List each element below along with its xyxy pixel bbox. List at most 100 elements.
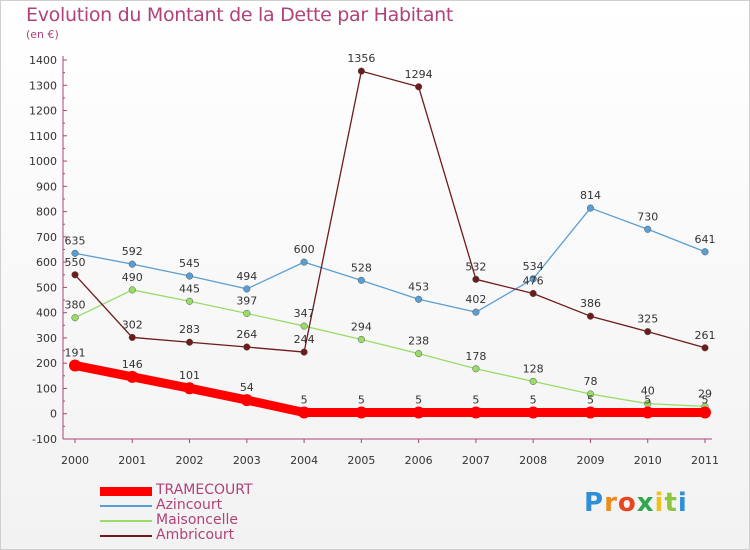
x-tick-label: 2008: [519, 454, 547, 467]
x-tick-label: 2006: [405, 454, 433, 467]
data-label: 635: [65, 234, 86, 247]
data-label: 146: [122, 358, 143, 371]
data-point: [243, 343, 251, 351]
y-tick-label: 800: [36, 206, 57, 219]
data-label: 5: [472, 393, 479, 406]
data-label: 476: [523, 274, 544, 287]
data-label: 238: [408, 335, 429, 348]
data-label: 5: [358, 393, 365, 406]
series-line-ambricourt: [74, 70, 706, 353]
data-label: 283: [179, 323, 200, 336]
data-point: [469, 406, 482, 419]
series-line-maisoncelle: [74, 289, 706, 408]
y-tick-label: 100: [36, 382, 57, 395]
y-tick-label: 1100: [29, 130, 57, 143]
legend-swatch: [100, 505, 152, 507]
data-label: 1356: [347, 52, 375, 65]
data-point: [586, 390, 595, 398]
logo-letter: i: [677, 488, 688, 518]
legend-item-tramecourt: TRAMECOURT: [100, 482, 360, 499]
data-label: 534: [523, 260, 544, 273]
data-point: [527, 406, 540, 419]
data-label: 600: [294, 243, 315, 256]
data-point: [472, 308, 480, 316]
data-point: [472, 365, 480, 373]
data-point: [128, 333, 136, 341]
y-tick-label: 1000: [29, 155, 57, 168]
data-point: [183, 382, 196, 395]
data-point: [644, 225, 652, 233]
data-label: 445: [179, 282, 200, 295]
data-point: [71, 314, 79, 322]
data-label: 490: [122, 271, 143, 284]
data-point: [126, 370, 139, 383]
legend-item-azincourt: Azincourt: [100, 497, 360, 514]
chart-unit: (en €): [26, 28, 59, 41]
data-label: 178: [465, 350, 486, 363]
legend-swatch: [100, 535, 152, 537]
data-label: 5: [587, 393, 594, 406]
x-tick-label: 2011: [691, 454, 719, 467]
chart-title: Evolution du Montant de la Dette par Hab…: [26, 4, 454, 26]
data-label: 380: [65, 299, 86, 312]
data-label: 730: [637, 210, 658, 223]
y-tick-label: 1400: [29, 54, 57, 67]
data-point: [701, 344, 709, 352]
data-label: 550: [65, 256, 86, 269]
data-point: [641, 406, 654, 419]
legend: TRAMECOURT Azincourt Maisoncelle Ambrico…: [100, 482, 360, 544]
legend-label: TRAMECOURT: [156, 482, 253, 498]
series-line-tramecourt: [70, 360, 710, 417]
data-label: 40: [641, 385, 655, 398]
data-point: [128, 286, 136, 294]
y-tick-label: 500: [36, 281, 57, 294]
data-label: 294: [351, 320, 372, 333]
y-tick-label: -100: [32, 433, 57, 446]
data-label: 5: [415, 393, 422, 406]
x-tick-label: 2001: [118, 454, 146, 467]
data-point: [699, 406, 711, 419]
data-point: [69, 359, 81, 372]
y-tick-label: 600: [36, 256, 57, 269]
data-point: [185, 338, 194, 346]
data-label: 244: [294, 333, 315, 346]
logo-letter: P: [584, 488, 605, 518]
data-point: [415, 295, 423, 303]
data-label: 494: [236, 270, 257, 283]
x-tick-label: 2000: [61, 454, 89, 467]
data-point: [415, 83, 423, 91]
legend-label: Maisoncelle: [156, 512, 238, 528]
legend-label: Azincourt: [156, 497, 223, 513]
logo-letter: r: [604, 488, 618, 518]
series-line-azincourt: [74, 207, 706, 313]
data-point: [243, 285, 251, 293]
legend-swatch: [100, 487, 152, 496]
y-tick-label: 400: [36, 307, 57, 320]
data-point: [298, 406, 311, 419]
data-label: 397: [236, 294, 257, 307]
data-label: 402: [465, 293, 486, 306]
x-tick-label: 2007: [462, 454, 490, 467]
data-point: [355, 406, 368, 419]
x-tick-label: 2003: [233, 454, 261, 467]
data-point: [412, 406, 425, 419]
data-label: 814: [580, 189, 601, 202]
data-point: [71, 271, 79, 279]
proxiti-logo: Proxiti: [584, 488, 688, 518]
data-point: [701, 248, 709, 256]
data-label: 5: [702, 393, 709, 406]
data-label: 5: [301, 393, 308, 406]
data-point: [300, 348, 308, 356]
data-label: 1294: [405, 68, 433, 81]
legend-item-maisoncelle: Maisoncelle: [100, 512, 360, 529]
y-tick-label: 700: [36, 231, 57, 244]
logo-letter: o: [617, 488, 637, 518]
data-label: 264: [236, 328, 257, 341]
data-label: 29: [698, 387, 712, 400]
data-label: 54: [240, 381, 254, 394]
data-label: 347: [294, 307, 315, 320]
data-label: 5: [530, 393, 537, 406]
data-point: [357, 67, 365, 75]
data-label: 191: [65, 346, 86, 359]
